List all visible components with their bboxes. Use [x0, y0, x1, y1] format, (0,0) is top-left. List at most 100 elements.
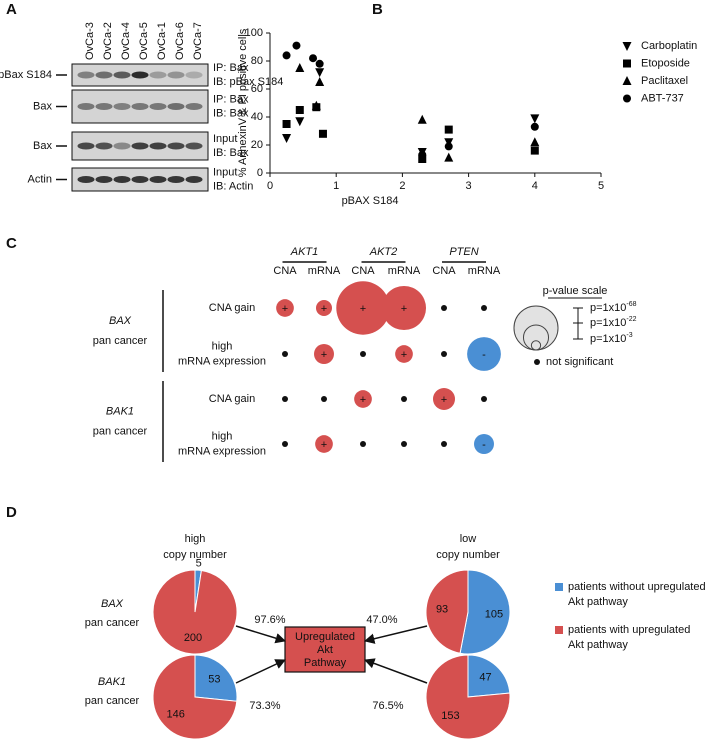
- legend-label: Akt pathway: [568, 596, 628, 608]
- slice-label: 105: [485, 608, 503, 620]
- ns-dot: [441, 441, 447, 447]
- legend-label: p=1x10-3: [590, 332, 633, 345]
- row-label: mRNA expression: [178, 355, 266, 367]
- row-label: high: [212, 430, 233, 442]
- band: [113, 176, 131, 183]
- sub-header: mRNA: [468, 265, 501, 277]
- bubble-sign: +: [360, 394, 366, 406]
- legend-label: Carboplatin: [641, 40, 697, 52]
- point: [315, 59, 324, 68]
- label-exp: -68: [626, 301, 636, 308]
- bubble-sign: +: [441, 394, 447, 406]
- band: [131, 103, 149, 110]
- lane-label: OvCa-1: [156, 22, 168, 60]
- band: [167, 176, 185, 183]
- x-tick-label: 1: [333, 180, 339, 192]
- point: [315, 68, 325, 78]
- slice-label: 146: [166, 708, 184, 720]
- band: [77, 103, 95, 110]
- pie-slice: [467, 654, 511, 698]
- point: [282, 134, 292, 143]
- point: [530, 122, 539, 131]
- legend-marker: [623, 59, 631, 68]
- row-gene: BAK1: [98, 676, 126, 688]
- bubble-sign: -: [482, 349, 486, 361]
- band: [185, 103, 203, 110]
- point: [530, 146, 539, 155]
- label-base: p=1x10: [590, 317, 626, 329]
- band: [95, 142, 113, 150]
- legend-swatch: [555, 626, 563, 634]
- point: [444, 125, 453, 134]
- pie-slice: [425, 569, 469, 654]
- y-tick-label: 100: [245, 27, 263, 39]
- ns-dot: [401, 396, 407, 402]
- pie-slice: [152, 569, 238, 655]
- bubble: [467, 337, 501, 371]
- label-exp: -3: [626, 332, 632, 339]
- y-tick-label: 20: [251, 139, 263, 151]
- bubble-sign: +: [321, 439, 327, 451]
- y-tick-label: 60: [251, 83, 263, 95]
- bubble: [315, 299, 333, 317]
- ns-dot: [441, 351, 447, 357]
- lane-label: OvCa-5: [138, 22, 150, 60]
- pie-slice: [194, 654, 238, 702]
- point: [530, 114, 540, 124]
- group-gene: BAX: [109, 315, 132, 327]
- band: [77, 71, 95, 79]
- y-tick-label: 80: [251, 55, 263, 67]
- group-gene: BAK1: [106, 405, 134, 417]
- bubble: [395, 345, 413, 363]
- bubble-sign: -: [482, 439, 486, 451]
- x-tick-label: 4: [532, 180, 538, 192]
- ns-dot: [360, 441, 366, 447]
- ib-label: IB: pBax S184: [213, 76, 283, 88]
- bubble: [276, 299, 294, 317]
- point: [315, 77, 325, 86]
- bubble: [354, 390, 372, 408]
- point: [318, 129, 327, 138]
- legend-title: p-value scale: [543, 285, 608, 297]
- lane-label: OvCa-2: [102, 22, 114, 60]
- row-label: CNA gain: [209, 302, 255, 314]
- band: [131, 71, 149, 79]
- gene-header: AKT1: [290, 246, 319, 258]
- arrow-label: 47.0%: [366, 614, 397, 626]
- pie-slice: [152, 654, 238, 740]
- ns-dot: [282, 396, 288, 402]
- sub-header: CNA: [432, 265, 456, 277]
- lane-label: OvCa-6: [174, 22, 186, 60]
- legend-ns-label: not significant: [546, 356, 613, 368]
- ns-dot: [401, 441, 407, 447]
- legend-marker: [622, 42, 632, 51]
- arrow: [364, 658, 428, 684]
- sub-header: CNA: [273, 265, 297, 277]
- bubble: [314, 344, 334, 364]
- band: [113, 71, 131, 79]
- ns-dot: [441, 305, 447, 311]
- ns-dot: [481, 396, 487, 402]
- band: [185, 142, 203, 150]
- row-label: pBax S184: [0, 69, 52, 81]
- x-tick-label: 0: [267, 180, 273, 192]
- arrow-label: 97.6%: [254, 614, 285, 626]
- band: [185, 71, 203, 79]
- row-gene: BAX: [101, 598, 124, 610]
- ip-label: IP: Bax: [213, 62, 249, 74]
- slice-label: 200: [184, 632, 202, 644]
- bubble: [381, 285, 427, 331]
- y-tick-label: 0: [257, 167, 263, 179]
- bubble: [474, 434, 494, 454]
- legend-label: p=1x10-68: [590, 301, 637, 314]
- legend-label: patients with upregulated: [568, 624, 690, 636]
- point: [295, 117, 305, 127]
- label-exp: -22: [626, 316, 636, 323]
- band: [77, 142, 95, 150]
- x-tick-label: 3: [466, 180, 472, 192]
- arrow: [235, 659, 286, 684]
- slice-label: 53: [208, 673, 220, 685]
- legend-label: ABT-737: [641, 92, 684, 104]
- point: [292, 41, 301, 50]
- panel-label: C: [6, 235, 17, 252]
